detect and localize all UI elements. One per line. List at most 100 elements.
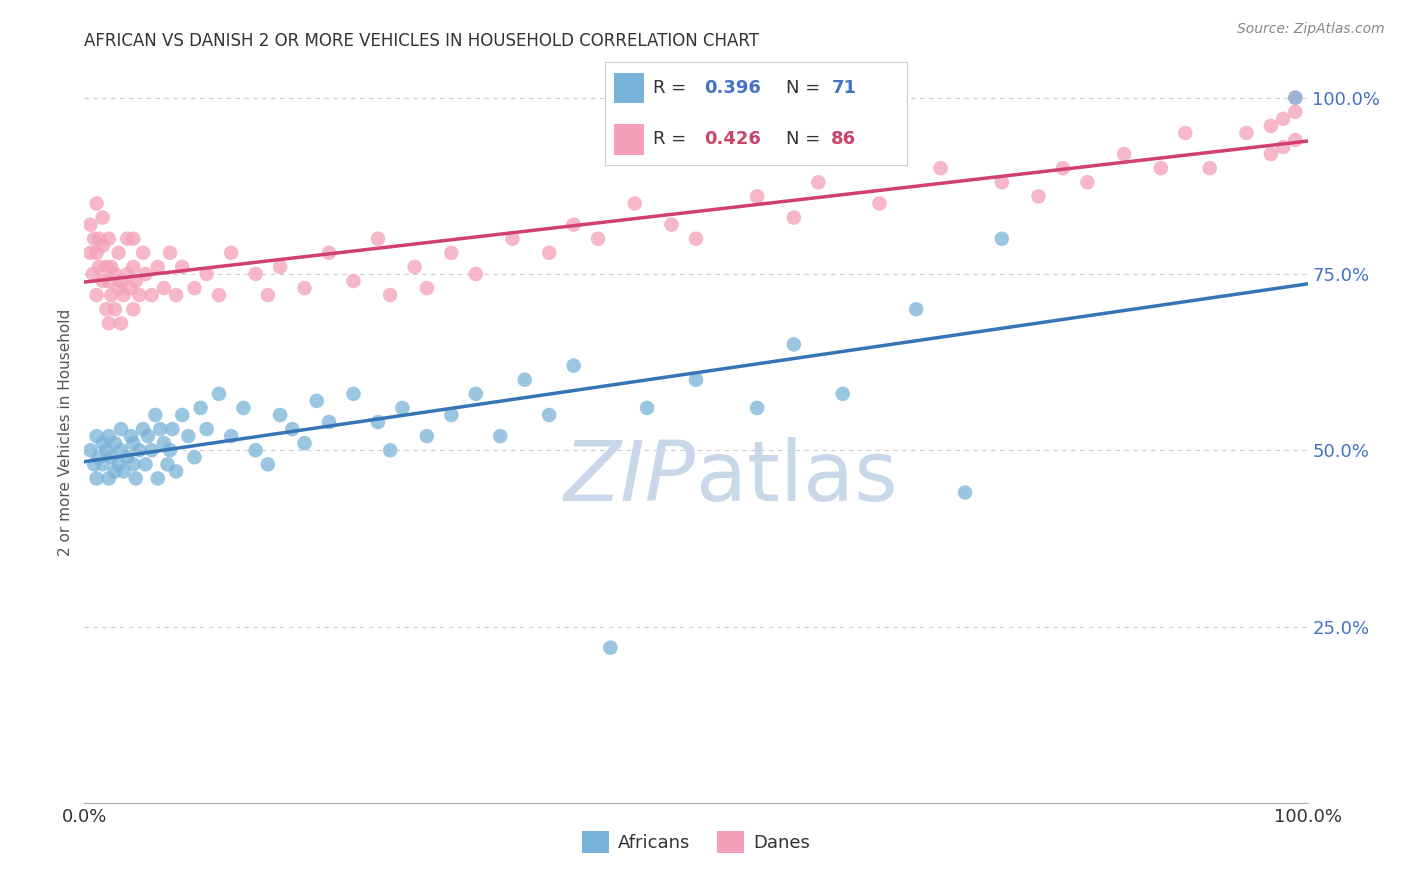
Point: [122, 302, 145, 317]
Point: [1198, 161, 1220, 176]
Bar: [613, 124, 644, 155]
Point: [83, 232, 105, 246]
Text: R =: R =: [652, 79, 692, 97]
Point: [245, 267, 267, 281]
Point: [586, 232, 609, 246]
Point: [86, 196, 108, 211]
Point: [79, 218, 101, 232]
Point: [404, 260, 426, 274]
Point: [143, 408, 166, 422]
Point: [91, 436, 114, 450]
Point: [1284, 104, 1306, 119]
Point: [342, 274, 364, 288]
Point: [132, 245, 155, 260]
Point: [391, 401, 413, 415]
Point: [1076, 175, 1098, 189]
Point: [97, 232, 120, 246]
Point: [905, 302, 928, 317]
Point: [110, 316, 132, 330]
Point: [305, 393, 328, 408]
Point: [208, 288, 231, 302]
Point: [122, 260, 145, 274]
Point: [100, 450, 122, 465]
Point: [122, 232, 145, 246]
Point: [513, 373, 536, 387]
Text: 0.396: 0.396: [704, 79, 761, 97]
Point: [97, 274, 120, 288]
Point: [172, 260, 194, 274]
Point: [162, 422, 184, 436]
Point: [281, 422, 304, 436]
Bar: [613, 73, 644, 103]
Point: [132, 422, 155, 436]
Point: [86, 471, 108, 485]
Point: [120, 429, 142, 443]
Point: [183, 281, 205, 295]
Point: [1150, 161, 1173, 176]
Point: [146, 260, 169, 274]
Point: [122, 458, 145, 472]
Y-axis label: 2 or more Vehicles in Household: 2 or more Vehicles in Household: [58, 309, 73, 557]
Point: [128, 443, 150, 458]
Point: [991, 175, 1014, 189]
Text: N =: N =: [786, 130, 825, 148]
Point: [107, 281, 129, 295]
Point: [245, 443, 267, 458]
Point: [538, 245, 561, 260]
Point: [97, 471, 120, 485]
Point: [97, 429, 120, 443]
Point: [159, 443, 181, 458]
Point: [96, 443, 118, 458]
Point: [122, 436, 145, 450]
Point: [146, 471, 169, 485]
Point: [125, 274, 148, 288]
Point: [1284, 133, 1306, 147]
Point: [159, 245, 181, 260]
Point: [1272, 112, 1295, 126]
Point: [141, 443, 163, 458]
Point: [190, 401, 212, 415]
Point: [257, 288, 280, 302]
Point: [104, 302, 127, 317]
Point: [86, 429, 108, 443]
Point: [112, 464, 135, 478]
Point: [91, 274, 114, 288]
Point: [149, 422, 172, 436]
Point: [120, 281, 142, 295]
Point: [100, 288, 122, 302]
Point: [1272, 140, 1295, 154]
Point: [165, 288, 187, 302]
Text: R =: R =: [652, 130, 692, 148]
Text: 71: 71: [831, 79, 856, 97]
Text: ZIP: ZIP: [564, 436, 696, 517]
Point: [929, 161, 952, 176]
Point: [141, 288, 163, 302]
Point: [1260, 119, 1282, 133]
Point: [831, 387, 853, 401]
Point: [97, 316, 120, 330]
Point: [112, 288, 135, 302]
Point: [135, 458, 157, 472]
Point: [636, 401, 658, 415]
Point: [86, 245, 108, 260]
Point: [79, 443, 101, 458]
Point: [502, 232, 524, 246]
Point: [269, 408, 291, 422]
Point: [219, 429, 242, 443]
Point: [104, 436, 127, 450]
Point: [367, 415, 389, 429]
Point: [232, 401, 254, 415]
Point: [380, 288, 402, 302]
Text: 0.426: 0.426: [704, 130, 761, 148]
Point: [195, 422, 218, 436]
Point: [87, 232, 110, 246]
Point: [440, 245, 463, 260]
Point: [165, 464, 187, 478]
Point: [599, 640, 621, 655]
Point: [110, 443, 132, 458]
Point: [172, 408, 194, 422]
Point: [440, 408, 463, 422]
Point: [1028, 189, 1050, 203]
Point: [783, 211, 806, 225]
Point: [91, 458, 114, 472]
